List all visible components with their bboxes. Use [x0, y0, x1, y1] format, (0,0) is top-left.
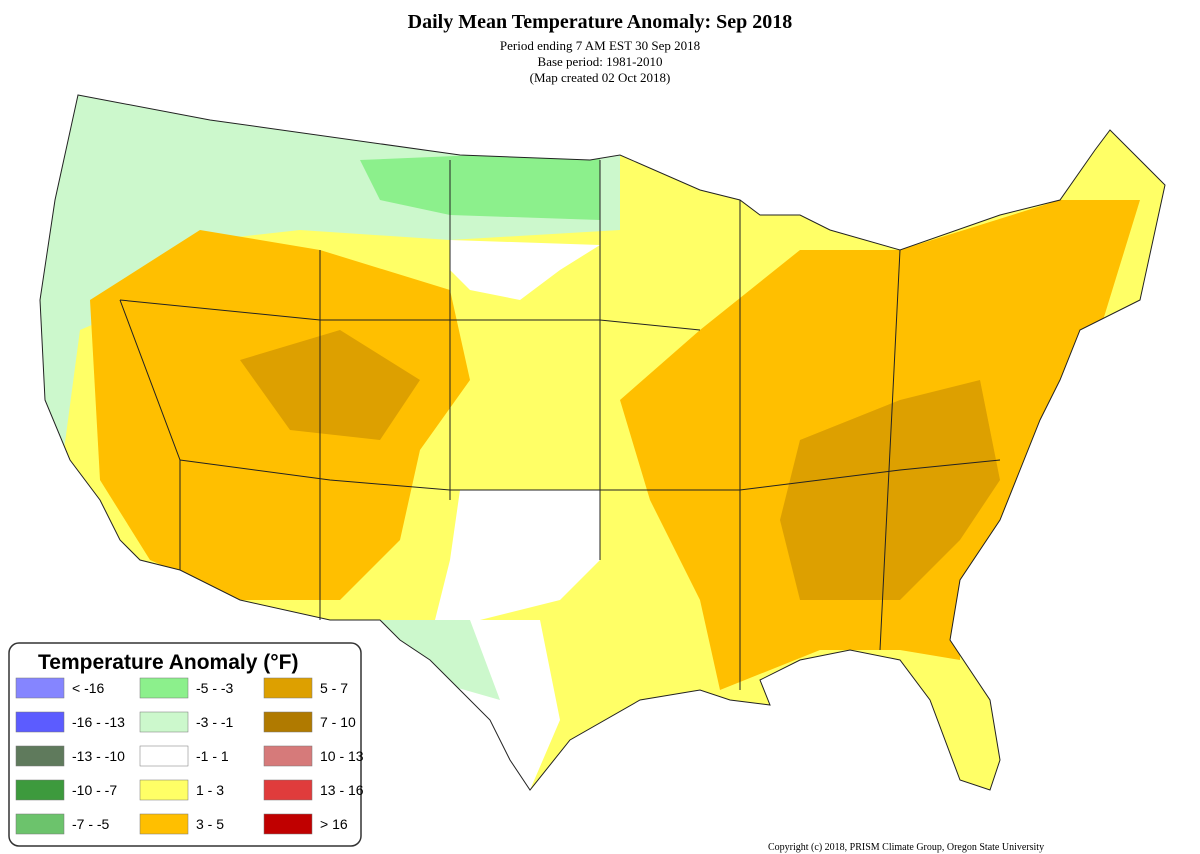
legend-swatch: [263, 677, 313, 699]
legend-swatch: [139, 711, 189, 733]
legend-label: -10 - -7: [72, 782, 117, 798]
legend-label: < -16: [72, 680, 105, 696]
legend-swatch: [15, 677, 65, 699]
legend-label: -1 - 1: [196, 748, 229, 764]
legend-label: > 16: [320, 816, 348, 832]
legend-swatch: [15, 745, 65, 767]
legend-swatch: [139, 813, 189, 835]
legend-swatch: [139, 677, 189, 699]
legend-title: Temperature Anomaly (°F): [38, 651, 298, 674]
legend-label: 3 - 5: [196, 816, 224, 832]
legend-label: -7 - -5: [72, 816, 110, 832]
legend-label: 13 - 16: [320, 782, 364, 798]
legend-swatch: [15, 813, 65, 835]
legend-swatch: [15, 711, 65, 733]
legend-swatch: [15, 779, 65, 801]
legend-swatch: [139, 779, 189, 801]
legend-swatch: [139, 745, 189, 767]
legend-label: -16 - -13: [72, 714, 125, 730]
legend-label: 7 - 10: [320, 714, 356, 730]
subtitle-line: Period ending 7 AM EST 30 Sep 2018: [500, 38, 700, 53]
legend-label: 5 - 7: [320, 680, 348, 696]
state-borders: [39, 94, 1166, 791]
legend-swatch: [263, 779, 313, 801]
map-title: Daily Mean Temperature Anomaly: Sep 2018: [408, 11, 793, 33]
subtitle-line: Base period: 1981-2010: [538, 54, 663, 69]
legend-label: -3 - -1: [196, 714, 234, 730]
legend-label: -5 - -3: [196, 680, 234, 696]
legend-label: 10 - 13: [320, 748, 364, 764]
legend-swatch: [263, 813, 313, 835]
subtitle-line: (Map created 02 Oct 2018): [530, 70, 671, 85]
legend-swatch: [263, 745, 313, 767]
legend-label: 1 - 3: [196, 782, 224, 798]
legend-label: -13 - -10: [72, 748, 125, 764]
legend-swatch: [263, 711, 313, 733]
copyright: Copyright (c) 2018, PRISM Climate Group,…: [768, 842, 1044, 853]
